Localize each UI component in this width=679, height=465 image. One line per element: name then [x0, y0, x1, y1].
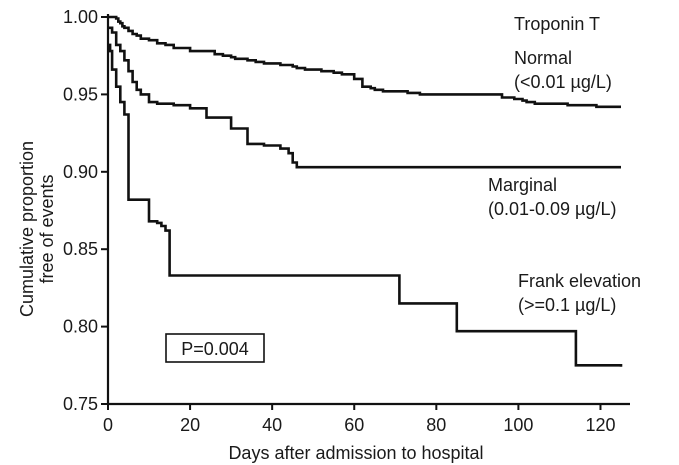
x-tick-label: 20: [180, 415, 200, 435]
p-value-annotation: P=0.004: [181, 339, 249, 359]
series-line-marginal: [108, 26, 621, 169]
y-axis-title-group: Cumulative proportion free of events: [17, 141, 57, 317]
x-tick-label: 60: [344, 415, 364, 435]
x-axis-title: Days after admission to hospital: [228, 443, 483, 463]
y-axis-title-line-2: free of events: [37, 174, 57, 283]
tick-group: 0 20 40 60 80 100 120 0.75 0.80 0.85 0.90 0.95 1.00: [63, 7, 616, 435]
y-tick-label: 0.75: [63, 394, 98, 414]
series-line-frank-elevation: [108, 43, 623, 367]
x-tick-label: 40: [262, 415, 282, 435]
y-tick-label: 1.00: [63, 7, 98, 27]
x-tick-label: 0: [103, 415, 113, 435]
series-line-normal: [108, 15, 621, 109]
series-curves: [108, 15, 623, 367]
series-label-normal-range: (<0.01 µg/L): [514, 72, 612, 92]
y-tick-label: 0.90: [63, 162, 98, 182]
series-label-marginal-range: (0.01-0.09 µg/L): [488, 199, 616, 219]
y-tick-label: 0.80: [63, 317, 98, 337]
y-tick-label: 0.85: [63, 239, 98, 259]
series-label-normal-name: Normal: [514, 48, 572, 68]
legend-title: Troponin T: [514, 14, 600, 34]
y-axis-title-line-1: Cumulative proportion: [17, 141, 37, 317]
x-tick-label: 100: [503, 415, 533, 435]
x-tick-label: 80: [426, 415, 446, 435]
axes: [106, 14, 630, 406]
x-tick-label: 120: [585, 415, 615, 435]
y-tick-label: 0.95: [63, 84, 98, 104]
series-label-marginal-name: Marginal: [488, 175, 557, 195]
series-label-frank-range: (>=0.1 µg/L): [518, 295, 616, 315]
series-label-frank-name: Frank elevation: [518, 271, 641, 291]
p-value-box: [165, 333, 265, 363]
